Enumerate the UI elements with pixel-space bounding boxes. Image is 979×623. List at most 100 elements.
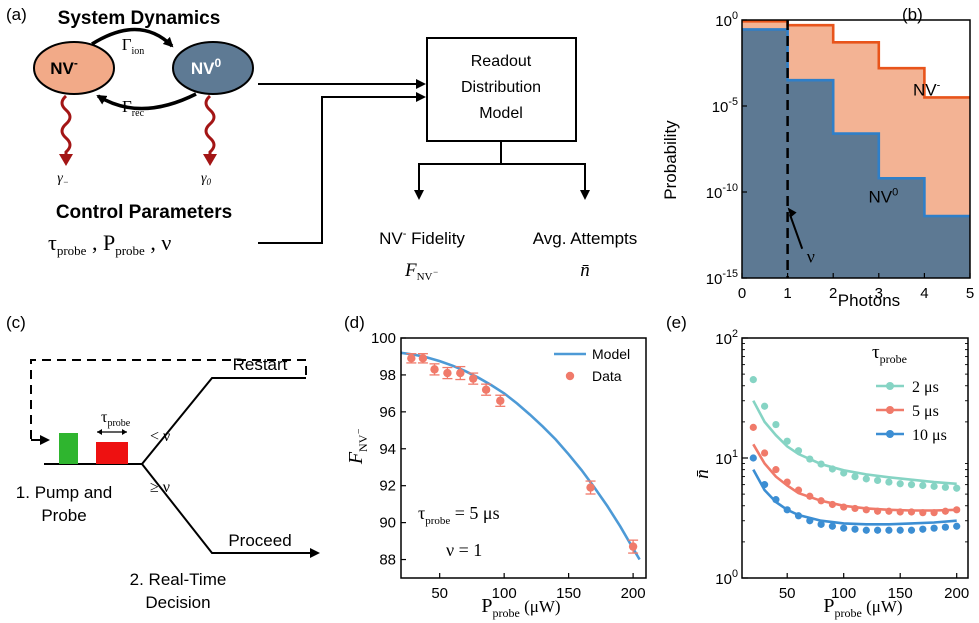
- chart-d-ytick-100: 100: [371, 330, 396, 347]
- svg-text:NV0: NV0: [191, 56, 222, 78]
- chart-e-point-2-12: [885, 526, 893, 534]
- chart-e-point-0-10: [862, 475, 870, 483]
- chart-e-point-0-13: [896, 480, 904, 488]
- fidelity-label: NV- Fidelity: [379, 228, 465, 248]
- chart-e-point-1-17: [941, 507, 950, 515]
- chart-e-point-1-13: [896, 508, 904, 516]
- chart-d-xlabel: Pprobe (μW): [481, 595, 560, 620]
- svg-text:Γrec: Γrec: [122, 97, 145, 119]
- chart-d-data-point-2: [430, 365, 439, 374]
- chart-e-point-0-1: [761, 402, 769, 410]
- chart-d-legend-model: Model: [592, 346, 630, 362]
- chart-e-point-1-1: [761, 449, 769, 457]
- chart-d-data-point-9: [628, 542, 638, 551]
- chart-d-data-point-0: [407, 354, 416, 363]
- chart-e-point-0-4: [794, 447, 803, 455]
- chart-e-point-0-5: [806, 455, 814, 463]
- chart-d-xtick-200: 200: [621, 585, 646, 602]
- svg-text:γ0: γ0: [201, 171, 212, 187]
- above-threshold-label: ≥ ν: [150, 479, 170, 496]
- chart-e: 2 μs 5 μs 10 μs 50 100 150 200 100 101 102: [715, 328, 969, 602]
- chart-e-point-2-0: [749, 454, 757, 462]
- chart-d-ytick-88: 88: [379, 552, 396, 569]
- chart-e-point-0-12: [885, 478, 893, 486]
- panel-e: (e) 2 μs 5 μs 10 μs 50 100 150 200 100 101 102 n̄…: [666, 313, 969, 620]
- chart-d-xtick-150: 150: [556, 585, 581, 602]
- panel-d: (d) 50 100 150 200889092949698100ModelData …: [344, 313, 647, 620]
- control-parameters-list: τprobe , Pprobe , ν: [48, 230, 171, 258]
- chart-e-legend-1: 5 μs: [912, 403, 939, 420]
- chart-e-point-1-7: [828, 500, 837, 509]
- below-threshold-label: < ν: [150, 428, 170, 445]
- chart-e-point-1-0: [749, 423, 757, 431]
- chart-e-point-2-4: [794, 512, 803, 520]
- chart-d-data-point-1: [418, 354, 428, 363]
- gamma-minus-label: γ: [57, 171, 63, 186]
- chart-e-axes: [741, 337, 969, 579]
- chart-b-xtick-3: 3: [875, 285, 883, 302]
- chart-d-data-point-8: [586, 483, 595, 492]
- chart-e-point-2-16: [930, 524, 938, 532]
- chart-e-legend-title: τprobe: [872, 342, 907, 366]
- chart-d-model-line: [400, 351, 641, 561]
- panel-label-b: (b): [902, 5, 923, 24]
- chart-d-axes: [400, 337, 647, 579]
- chart-d-xtick-100: 100: [492, 585, 517, 602]
- emission-wave-zero: [204, 94, 216, 156]
- chart-b-threshold-pointer: [788, 214, 804, 250]
- chart-e-point-2-14: [907, 526, 916, 534]
- step-2-line-1: 2. Real-Time: [130, 570, 227, 589]
- emission-arrowhead-minus: [59, 154, 73, 166]
- chart-e-point-0-9: [851, 472, 859, 481]
- chart-e-point-1-3: [783, 478, 791, 486]
- chart-b-threshold-pointer-head: [787, 207, 797, 218]
- chart-e-point-0-8: [840, 469, 848, 477]
- chart-e-legend-swatch-dot-1: [886, 406, 894, 414]
- chart-e-point-2-3: [783, 506, 791, 514]
- chart-e-point-1-8: [840, 503, 848, 511]
- chart-d-ytick-92: 92: [379, 478, 396, 495]
- chart-e-point-0-16: [930, 482, 938, 490]
- restart-label: Restart: [233, 355, 288, 374]
- chart-e-point-2-8: [840, 524, 848, 532]
- chart-e-point-2-13: [896, 526, 904, 534]
- attempts-symbol: n̄: [580, 260, 590, 281]
- svg-text:γ−: γ−: [57, 171, 69, 187]
- chart-d-data-point-7: [496, 396, 505, 405]
- chart-e-legend-swatch-dot-0: [886, 382, 894, 390]
- chart-b-xtick-0: 0: [738, 285, 746, 302]
- restart-loop: [30, 359, 307, 440]
- emission-arrowhead-zero: [203, 154, 217, 166]
- chart-e-xlabel: Pprobe (μW): [823, 595, 902, 620]
- chart-d-ytick-94: 94: [379, 441, 396, 458]
- pump-pulse: [59, 433, 78, 464]
- chart-d-data-point-4: [456, 368, 465, 378]
- chart-e-point-0-3: [783, 437, 791, 445]
- chart-e-legend-swatch-dot-2: [886, 430, 894, 438]
- chart-b-ytick-1: 10-5: [712, 96, 738, 116]
- chart-e-point-0-14: [907, 481, 916, 489]
- chart-e-point-2-1: [761, 481, 769, 489]
- chart-d-ylabel: FNV−: [345, 428, 370, 465]
- chart-b-xtick-1: 1: [783, 285, 791, 302]
- chart-e-point-2-5: [806, 517, 814, 525]
- chart-e-point-0-11: [874, 476, 882, 485]
- chart-e-point-2-6: [817, 520, 825, 528]
- probe-duration-label: τprobe: [101, 409, 131, 429]
- recombination-arrow: [96, 92, 197, 111]
- proceed-branch: [141, 463, 320, 558]
- chart-e-point-0-18: [953, 484, 961, 492]
- chart-e-point-0-17: [941, 483, 950, 491]
- chart-d-data-point-3: [443, 368, 452, 378]
- panel-a: (a) System Dynamics NV- NV0 Γion Γrec γ−…: [6, 5, 637, 283]
- chart-e-point-1-10: [862, 506, 870, 514]
- nv-zero-label: NV: [191, 59, 215, 78]
- chart-e-point-1-14: [907, 508, 916, 516]
- chart-d-legend-data-swatch: [565, 371, 575, 381]
- chart-b: NV- NV0 ν 0 1 2 3 4 5 100 10-5 10-10 10-15: [706, 10, 974, 302]
- attempts-label: Avg. Attempts: [533, 229, 638, 248]
- chart-d: 50 100 150 200 88 90 92 94 96 98 100 Model Data: [371, 330, 647, 602]
- chart-e-xtick-100: 100: [831, 585, 856, 602]
- chart-b-ylabel: Probability: [661, 120, 680, 200]
